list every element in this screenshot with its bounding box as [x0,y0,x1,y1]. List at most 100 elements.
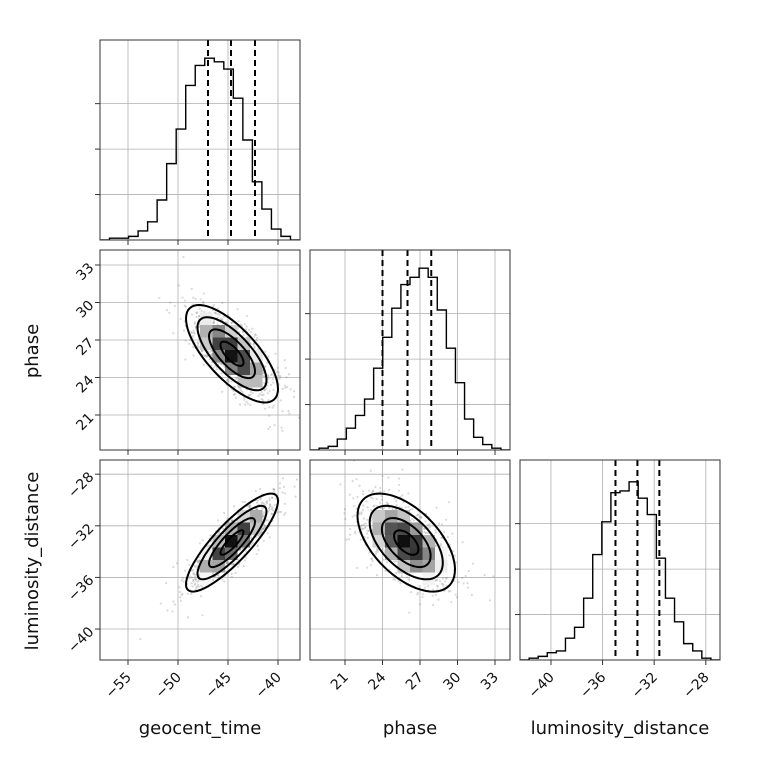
x-axis-label-phase: phase [383,718,437,739]
density-cell [385,547,398,560]
sample-point [237,320,240,323]
sample-point [383,506,386,510]
sample-point [180,594,183,597]
x-tick-label-phase: 24 [365,669,389,693]
sample-point [370,508,373,512]
x-tick-label-luminosity_distance: −28 [680,670,712,702]
sample-point [424,531,428,535]
sample-point [263,407,267,410]
sample-point [260,501,263,504]
sample-point [255,553,258,556]
sample-point [369,496,372,499]
sample-point [190,592,193,596]
sample-point [266,392,270,395]
panel-frame [99,39,301,241]
sample-point [270,505,273,508]
sample-point [184,305,187,308]
histogram-phase [310,267,510,450]
panel-luminosity_distance-vs-geocent_time: −40 −36 −32 −28 −55 −50 −45 −40 [65,459,301,702]
y-tick-label-phase: 24 [73,372,97,396]
y-tick-label-phase: 33 [73,260,97,284]
sample-point [179,596,182,599]
sample-point [195,311,198,314]
x-tick-label-luminosity_distance: −36 [577,669,609,701]
sample-point [184,339,187,342]
contour-level-3 [184,303,280,404]
sample-point [279,399,282,402]
sample-point [351,479,354,483]
sample-point [177,284,181,287]
sample-point [192,329,195,332]
sample-point [366,529,369,532]
sample-point [361,524,364,527]
sample-point [194,326,197,329]
sample-point [195,586,198,589]
sample-point [222,315,226,318]
sample-point [294,495,297,498]
sample-point [250,536,253,539]
sample-point [266,500,269,503]
sample-point [374,550,378,554]
contour-level-1 [207,517,257,569]
sample-point [266,532,269,535]
sample-point [348,527,352,530]
sample-point [266,519,269,522]
sample-point [184,358,187,361]
sample-point [263,526,266,529]
contour-level-3 [184,492,280,593]
sample-point [447,501,451,504]
sample-point [292,395,296,399]
contour-level-0 [219,529,245,556]
density-cell [250,362,263,375]
sample-point [218,314,221,317]
sample-point [240,389,243,393]
sample-point [226,560,229,563]
sample-point [197,346,200,349]
sample-point [380,495,383,498]
sample-point [182,329,186,332]
sample-point [432,588,435,591]
sample-point [270,513,274,516]
sample-point [200,309,203,313]
sample-point [213,311,216,315]
sample-point [212,303,216,307]
sample-point [255,336,259,340]
sample-point [165,582,168,585]
y-tick-label-luminosity_distance: −40 [65,624,97,656]
sample-point [166,609,169,612]
density-cell [200,312,213,325]
sample-point [242,564,245,568]
sample-point [424,586,427,589]
sample-point [191,585,194,588]
density-cell [225,535,238,548]
panel-frame [99,249,301,451]
sample-point [234,571,237,574]
sample-point [268,536,271,539]
sample-point [190,287,193,290]
sample-point [192,573,195,576]
sample-point [393,497,396,500]
sample-point [442,584,445,587]
sample-point [225,561,228,564]
sample-point [212,578,215,581]
histogram-luminosity_distance [520,481,720,660]
sample-point [381,474,384,478]
sample-point [208,358,211,361]
sample-point [171,610,174,613]
sample-point [364,525,367,529]
sample-point [186,616,190,619]
sample-point [370,558,373,561]
sample-point [387,476,390,479]
contour-level-0 [393,529,420,556]
sample-point [492,575,495,578]
sample-point [443,590,446,593]
sample-point [391,507,394,510]
sample-point [190,330,193,334]
sample-point [217,519,220,522]
sample-point [269,503,272,506]
sample-point [192,568,195,571]
panel-frame [99,459,301,661]
sample-point [192,334,195,338]
sample-point [255,507,259,511]
sample-point [355,478,358,481]
